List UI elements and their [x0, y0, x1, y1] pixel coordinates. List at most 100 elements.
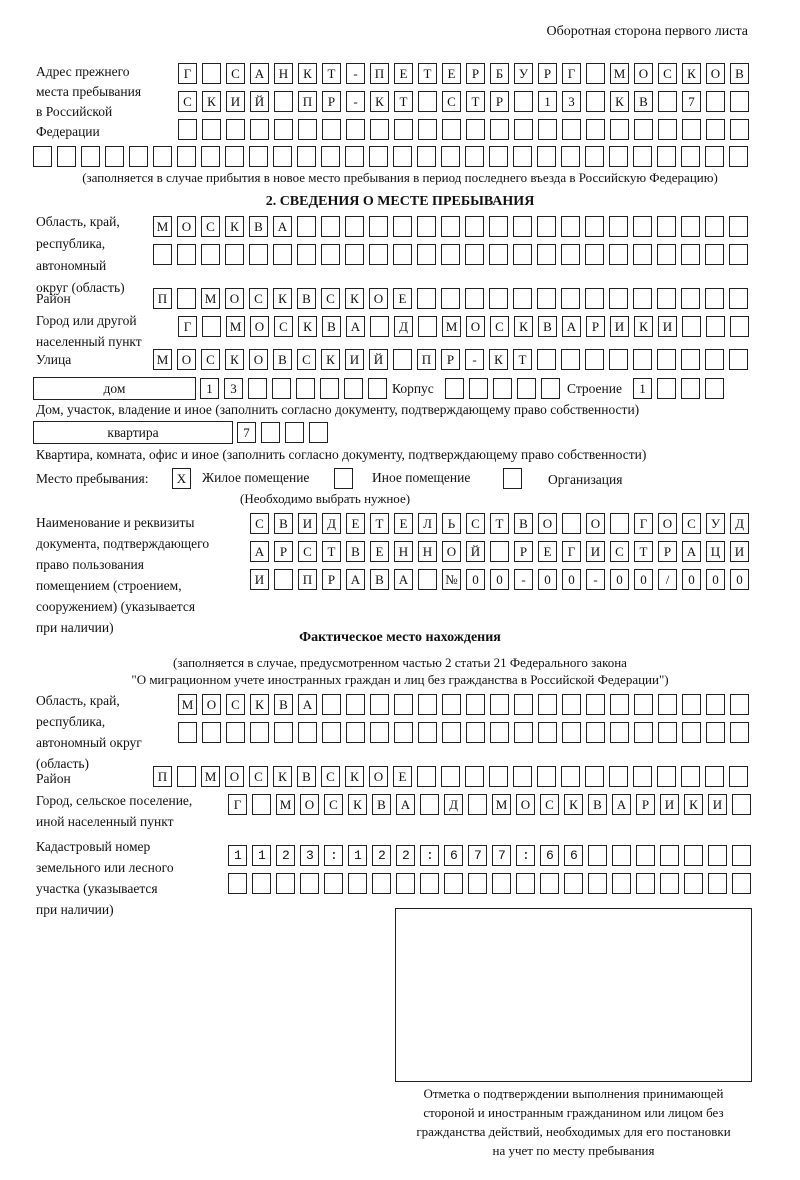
char-cell[interactable]: К [348, 794, 367, 815]
char-cell[interactable]: Й [369, 349, 388, 370]
char-cell[interactable]: 0 [490, 569, 509, 590]
char-cell[interactable]: П [370, 63, 389, 84]
char-cell[interactable] [561, 146, 580, 167]
char-cell[interactable]: О [225, 288, 244, 309]
char-cell[interactable] [729, 349, 748, 370]
char-cell[interactable] [609, 244, 628, 265]
char-cell[interactable]: О [177, 216, 196, 237]
char-cell[interactable] [489, 288, 508, 309]
char-cell[interactable] [370, 316, 389, 337]
char-cell[interactable]: М [492, 794, 511, 815]
char-cell[interactable] [201, 244, 220, 265]
char-cell[interactable]: 3 [224, 378, 243, 399]
char-cell[interactable] [586, 694, 605, 715]
char-cell[interactable] [394, 722, 413, 743]
char-cell[interactable] [537, 146, 556, 167]
char-cell[interactable]: К [298, 316, 317, 337]
char-cell[interactable] [684, 873, 703, 894]
char-cell[interactable]: 0 [634, 569, 653, 590]
char-cell[interactable] [586, 119, 605, 140]
char-cell[interactable]: Е [346, 513, 365, 534]
char-cell[interactable] [346, 694, 365, 715]
char-cell[interactable] [345, 216, 364, 237]
char-cell[interactable] [705, 378, 724, 399]
char-cell[interactable]: А [250, 541, 269, 562]
char-cell[interactable] [657, 146, 676, 167]
char-cell[interactable] [321, 216, 340, 237]
char-cell[interactable] [417, 216, 436, 237]
char-cell[interactable] [562, 722, 581, 743]
char-cell[interactable] [418, 569, 437, 590]
char-cell[interactable]: У [706, 513, 725, 534]
char-cell[interactable] [226, 722, 245, 743]
char-cell[interactable]: Е [538, 541, 557, 562]
char-cell[interactable] [609, 146, 628, 167]
char-cell[interactable]: С [490, 316, 509, 337]
char-cell[interactable] [729, 766, 748, 787]
char-cell[interactable] [633, 244, 652, 265]
char-cell[interactable] [420, 794, 439, 815]
char-cell[interactable] [202, 722, 221, 743]
char-cell[interactable]: С [249, 766, 268, 787]
char-cell[interactable]: Е [370, 541, 389, 562]
char-cell[interactable]: А [612, 794, 631, 815]
char-cell[interactable]: Г [562, 63, 581, 84]
char-cell[interactable] [514, 694, 533, 715]
char-cell[interactable] [369, 244, 388, 265]
char-cell[interactable]: 1 [538, 91, 557, 112]
char-cell[interactable]: В [730, 63, 749, 84]
char-cell[interactable]: А [346, 316, 365, 337]
char-cell[interactable] [657, 378, 676, 399]
char-cell[interactable] [514, 119, 533, 140]
char-cell[interactable]: О [225, 766, 244, 787]
char-cell[interactable]: 0 [610, 569, 629, 590]
char-cell[interactable] [202, 63, 221, 84]
char-cell[interactable] [681, 244, 700, 265]
char-cell[interactable]: А [396, 794, 415, 815]
char-cell[interactable]: Б [490, 63, 509, 84]
char-cell[interactable]: А [298, 694, 317, 715]
char-cell[interactable]: Й [250, 91, 269, 112]
char-cell[interactable] [393, 349, 412, 370]
char-cell[interactable]: И [345, 349, 364, 370]
char-cell[interactable] [370, 694, 389, 715]
char-cell[interactable] [636, 873, 655, 894]
char-cell[interactable] [705, 244, 724, 265]
char-cell[interactable]: - [465, 349, 484, 370]
char-cell[interactable] [466, 694, 485, 715]
char-cell[interactable] [513, 766, 532, 787]
char-cell[interactable]: - [514, 569, 533, 590]
char-cell[interactable] [705, 146, 724, 167]
char-cell[interactable] [706, 119, 725, 140]
char-cell[interactable] [465, 146, 484, 167]
char-cell[interactable] [105, 146, 124, 167]
char-cell[interactable]: А [562, 316, 581, 337]
char-cell[interactable] [276, 873, 295, 894]
char-cell[interactable] [657, 766, 676, 787]
char-cell[interactable] [417, 244, 436, 265]
char-cell[interactable]: Р [658, 541, 677, 562]
char-cell[interactable]: С [226, 63, 245, 84]
char-cell[interactable] [681, 766, 700, 787]
char-cell[interactable] [368, 378, 387, 399]
char-cell[interactable] [732, 794, 751, 815]
char-cell[interactable]: Н [394, 541, 413, 562]
char-cell[interactable]: С [298, 541, 317, 562]
char-cell[interactable] [252, 845, 271, 866]
char-cell[interactable]: - [346, 63, 365, 84]
char-cell[interactable] [177, 288, 196, 309]
char-cell[interactable] [634, 119, 653, 140]
char-cell[interactable] [228, 845, 247, 866]
char-cell[interactable] [585, 146, 604, 167]
char-cell[interactable] [178, 119, 197, 140]
char-cell[interactable] [657, 349, 676, 370]
char-cell[interactable] [585, 349, 604, 370]
char-cell[interactable]: С [610, 541, 629, 562]
char-cell[interactable] [394, 119, 413, 140]
char-cell[interactable]: С [250, 513, 269, 534]
char-cell[interactable]: И [660, 794, 679, 815]
char-cell[interactable]: / [658, 569, 677, 590]
char-cell[interactable] [417, 146, 436, 167]
char-cell[interactable]: Е [393, 766, 412, 787]
char-cell[interactable] [393, 216, 412, 237]
